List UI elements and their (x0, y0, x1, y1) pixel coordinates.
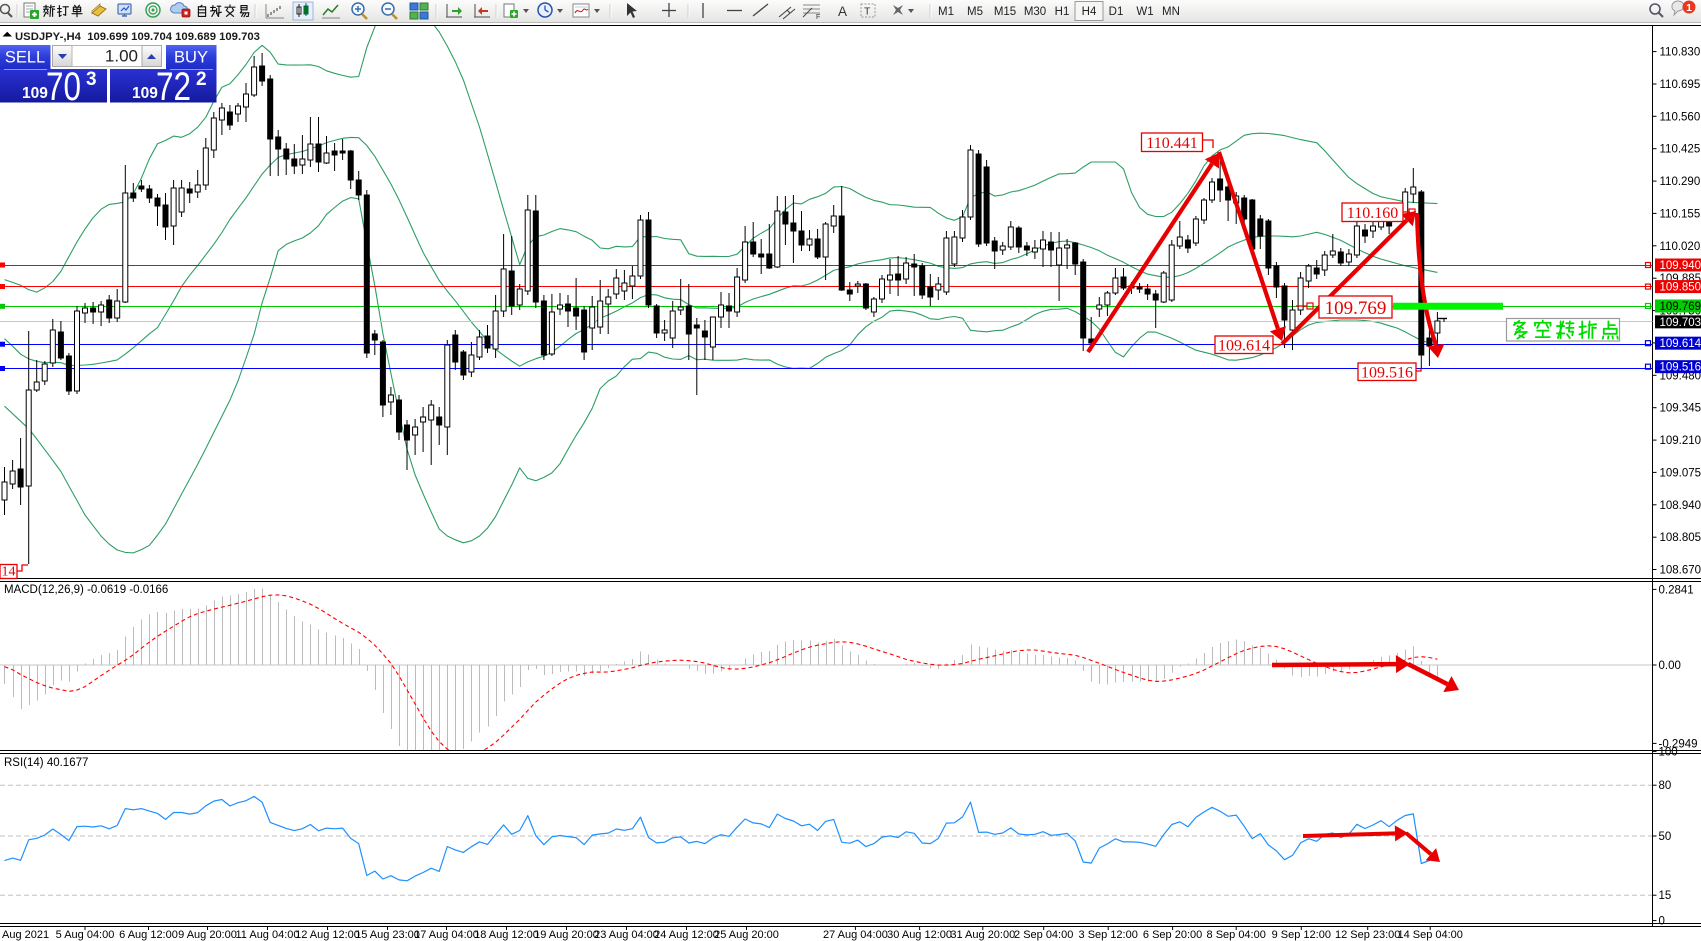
svg-text:RSI(14) 40.1677: RSI(14) 40.1677 (4, 757, 88, 769)
svg-text:H4: H4 (1082, 6, 1097, 18)
svg-text:2: 2 (196, 69, 207, 90)
svg-text:31 Aug 20:00: 31 Aug 20:00 (950, 929, 1015, 941)
svg-text:6 Aug 12:00: 6 Aug 12:00 (119, 929, 178, 941)
svg-text:110.160: 110.160 (1347, 205, 1398, 222)
svg-text:BUY: BUY (174, 49, 208, 67)
svg-text:109: 109 (22, 85, 48, 102)
svg-text:110.441: 110.441 (1146, 135, 1197, 152)
svg-text:MN: MN (1162, 6, 1180, 18)
svg-text:M30: M30 (1024, 6, 1046, 18)
svg-text:109.769: 109.769 (1325, 298, 1387, 319)
svg-text:MACD(12,26,9) -0.0619 -0.0166: MACD(12,26,9) -0.0619 -0.0166 (4, 584, 168, 596)
svg-text:18 Aug 12:00: 18 Aug 12:00 (474, 929, 539, 941)
svg-text:M5: M5 (967, 6, 983, 18)
svg-text:T: T (864, 6, 871, 18)
svg-text:1.00: 1.00 (105, 47, 138, 66)
svg-text:5 Aug 04:00: 5 Aug 04:00 (56, 929, 115, 941)
svg-text:109.614: 109.614 (1218, 338, 1270, 355)
svg-text:0.2841: 0.2841 (1659, 584, 1694, 596)
svg-text:110.425: 110.425 (1660, 144, 1701, 156)
svg-text:108.670: 108.670 (1660, 565, 1701, 577)
svg-text:D1: D1 (1109, 6, 1124, 18)
svg-text:50: 50 (1659, 831, 1672, 843)
svg-text:110.695: 110.695 (1660, 79, 1701, 91)
svg-text:3: 3 (86, 69, 97, 90)
svg-text:M1: M1 (938, 6, 954, 18)
svg-text:12 Sep 23:00: 12 Sep 23:00 (1335, 929, 1400, 941)
svg-text:F: F (816, 14, 820, 21)
svg-text:24 Aug 12:00: 24 Aug 12:00 (654, 929, 719, 941)
svg-text:0.00: 0.00 (1659, 660, 1681, 672)
svg-text:9 Sep 12:00: 9 Sep 12:00 (1272, 929, 1331, 941)
svg-text:109.614: 109.614 (1660, 338, 1701, 350)
svg-text:109.516: 109.516 (1361, 365, 1413, 382)
svg-text:19 Aug 20:00: 19 Aug 20:00 (534, 929, 599, 941)
svg-text:15: 15 (1659, 890, 1672, 902)
svg-text:109.769: 109.769 (1660, 301, 1701, 313)
svg-text:30 Aug 12:00: 30 Aug 12:00 (887, 929, 952, 941)
svg-text:3 Sep 12:00: 3 Sep 12:00 (1079, 929, 1138, 941)
svg-text:110.290: 110.290 (1660, 176, 1701, 188)
svg-text:108.805: 108.805 (1660, 532, 1701, 544)
svg-text:72: 72 (156, 65, 191, 109)
svg-text:SELL: SELL (5, 49, 45, 67)
svg-text:9 Aug 20:00: 9 Aug 20:00 (178, 929, 237, 941)
svg-text:109.075: 109.075 (1660, 467, 1701, 479)
svg-text:23 Aug 04:00: 23 Aug 04:00 (594, 929, 659, 941)
svg-text:2 Sep 04:00: 2 Sep 04:00 (1014, 929, 1073, 941)
svg-text:17 Aug 04:00: 17 Aug 04:00 (414, 929, 479, 941)
svg-text:109.210: 109.210 (1660, 435, 1701, 447)
svg-text:100: 100 (1659, 746, 1678, 758)
svg-text:70: 70 (46, 65, 81, 109)
svg-text:110.020: 110.020 (1660, 241, 1701, 253)
svg-text:27 Aug 04:00: 27 Aug 04:00 (823, 929, 888, 941)
svg-text:110.560: 110.560 (1660, 111, 1701, 123)
svg-text:109.480: 109.480 (1660, 370, 1701, 382)
svg-text:H1: H1 (1055, 6, 1070, 18)
svg-text:M15: M15 (994, 6, 1016, 18)
svg-text:15 Aug 23:00: 15 Aug 23:00 (355, 929, 420, 941)
svg-text:109.850: 109.850 (1660, 282, 1701, 294)
svg-text:Aug 2021: Aug 2021 (2, 929, 49, 941)
svg-text:A: A (838, 4, 847, 19)
svg-text:-0.2949: -0.2949 (1659, 738, 1698, 750)
svg-text:12 Aug 12:00: 12 Aug 12:00 (295, 929, 360, 941)
svg-text:80: 80 (1659, 780, 1672, 792)
svg-text:110.155: 110.155 (1660, 208, 1701, 220)
svg-text:1: 1 (1686, 2, 1692, 14)
svg-text:109: 109 (132, 85, 158, 102)
svg-text:108.940: 108.940 (1660, 500, 1701, 512)
svg-text:USDJPY-,H4 109.699 109.704 10: USDJPY-,H4 109.699 109.704 109.689 109.7… (15, 31, 260, 43)
svg-text:W1: W1 (1136, 6, 1153, 18)
svg-text:109.345: 109.345 (1660, 403, 1701, 415)
svg-text:25 Aug 20:00: 25 Aug 20:00 (714, 929, 779, 941)
svg-text:8 Sep 04:00: 8 Sep 04:00 (1207, 929, 1266, 941)
svg-text:14 Sep 04:00: 14 Sep 04:00 (1397, 929, 1462, 941)
svg-text:109.940: 109.940 (1660, 260, 1701, 272)
svg-text:110.830: 110.830 (1660, 47, 1701, 59)
svg-text:0: 0 (1659, 916, 1665, 928)
svg-text:14: 14 (2, 565, 16, 580)
svg-text:11 Aug 04:00: 11 Aug 04:00 (235, 929, 299, 941)
svg-text:6 Sep 20:00: 6 Sep 20:00 (1143, 929, 1202, 941)
svg-text:109.703: 109.703 (1660, 317, 1701, 329)
svg-text:109.516: 109.516 (1660, 362, 1701, 374)
